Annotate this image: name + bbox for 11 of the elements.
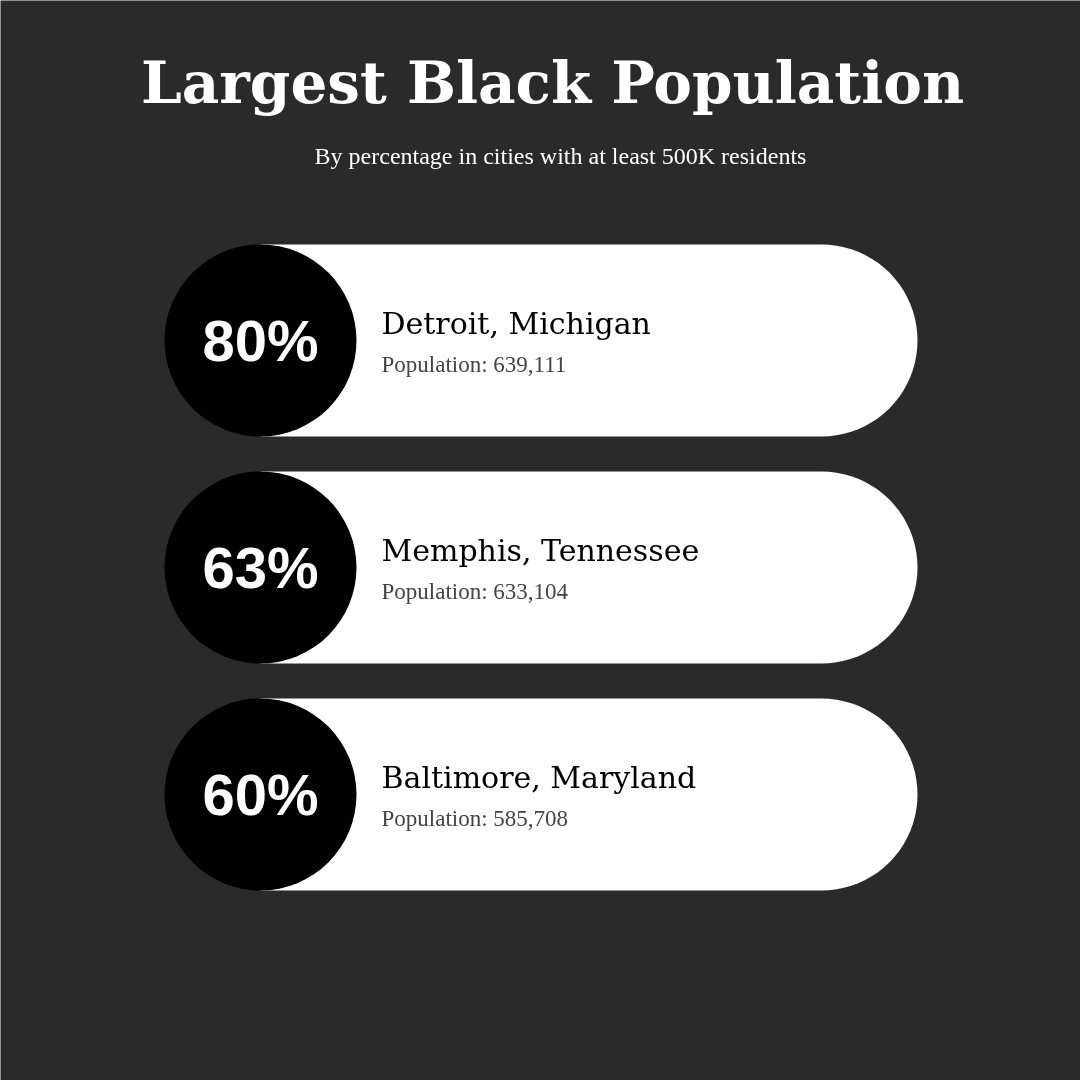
text: Population: 639,111 <box>381 352 567 377</box>
text: Population: 585,708 <box>381 806 569 831</box>
category-label: Baltimore, Maryland <box>381 760 697 795</box>
text: Largest Black Population <box>140 48 965 117</box>
text: By percentage in cities with at least 500K residents <box>314 142 807 169</box>
category-label: Detroit, Michigan <box>381 306 651 341</box>
data-label: 63% <box>202 535 319 600</box>
data-label: 80% <box>202 308 319 373</box>
category-label: Memphis, Tennessee <box>381 533 700 568</box>
text: Population: 633,104 <box>381 579 569 604</box>
data-label: 60% <box>202 762 319 827</box>
